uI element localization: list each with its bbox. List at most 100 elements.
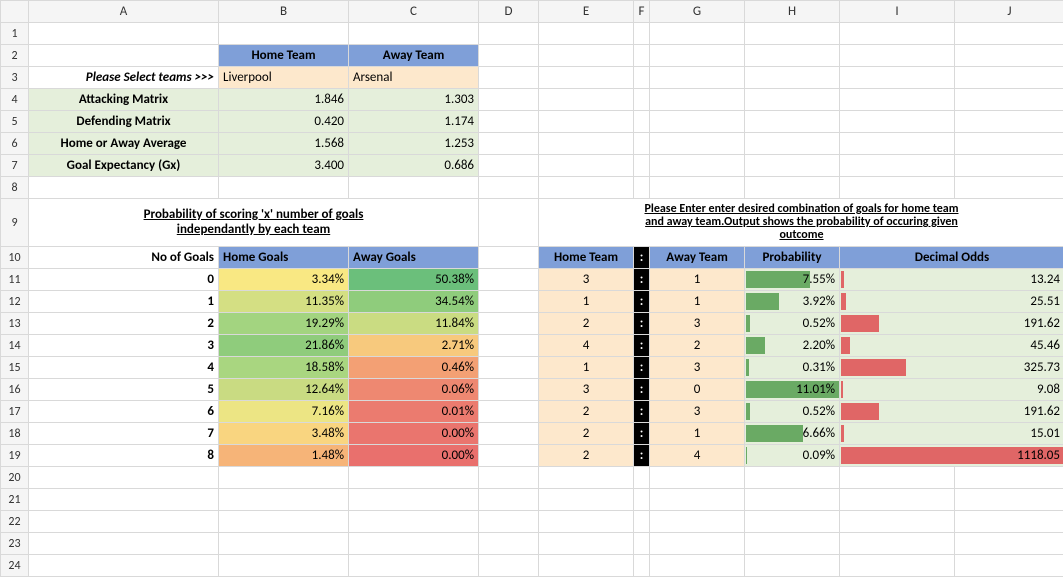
row-header-22[interactable]: 22 xyxy=(1,511,29,533)
cell-blank[interactable] xyxy=(745,511,840,533)
cell-blank[interactable] xyxy=(634,89,650,111)
row-header-18[interactable]: 18 xyxy=(1,423,29,445)
cell-blank[interactable] xyxy=(539,23,634,45)
cell-blank[interactable] xyxy=(479,177,539,199)
cell-blank[interactable] xyxy=(479,423,539,445)
cell-blank[interactable] xyxy=(650,555,745,577)
cell-blank[interactable] xyxy=(29,533,219,555)
cell-blank[interactable] xyxy=(479,489,539,511)
cell-blank[interactable] xyxy=(650,89,745,111)
cell-blank[interactable] xyxy=(479,133,539,155)
col-header-D[interactable]: D xyxy=(479,1,539,23)
cell-blank[interactable] xyxy=(349,533,479,555)
combo-home-goals[interactable]: 2 xyxy=(539,423,634,445)
col-header-E[interactable]: E xyxy=(539,1,634,23)
row-header-13[interactable]: 13 xyxy=(1,313,29,335)
cell-blank[interactable] xyxy=(539,45,634,67)
row-header-21[interactable]: 21 xyxy=(1,489,29,511)
cell-blank[interactable] xyxy=(840,489,955,511)
combo-home-goals[interactable]: 1 xyxy=(539,291,634,313)
row-header-9[interactable]: 9 xyxy=(1,199,29,247)
cell-blank[interactable] xyxy=(650,177,745,199)
row-header-6[interactable]: 6 xyxy=(1,133,29,155)
cell-blank[interactable] xyxy=(955,467,1063,489)
cell-blank[interactable] xyxy=(479,555,539,577)
col-header-B[interactable]: B xyxy=(219,1,349,23)
cell-blank[interactable] xyxy=(745,467,840,489)
cell-blank[interactable] xyxy=(955,23,1063,45)
col-header-J[interactable]: J xyxy=(955,1,1063,23)
combo-away-goals[interactable]: 1 xyxy=(650,423,745,445)
cell-blank[interactable] xyxy=(840,555,955,577)
cell-blank[interactable] xyxy=(840,511,955,533)
row-header-15[interactable]: 15 xyxy=(1,357,29,379)
cell-blank[interactable] xyxy=(955,511,1063,533)
home-team-select[interactable]: Liverpool xyxy=(219,67,349,89)
cell-blank[interactable] xyxy=(745,89,840,111)
row-header-17[interactable]: 17 xyxy=(1,401,29,423)
cell-blank[interactable] xyxy=(219,489,349,511)
cell-blank[interactable] xyxy=(479,467,539,489)
cell-blank[interactable] xyxy=(955,67,1063,89)
cell-blank[interactable] xyxy=(840,67,955,89)
cell-blank[interactable] xyxy=(955,45,1063,67)
row-header-14[interactable]: 14 xyxy=(1,335,29,357)
cell-blank[interactable] xyxy=(650,23,745,45)
combo-away-goals[interactable]: 4 xyxy=(650,445,745,467)
row-header-10[interactable]: 10 xyxy=(1,247,29,269)
cell-blank[interactable] xyxy=(840,177,955,199)
cell-blank[interactable] xyxy=(745,177,840,199)
cell-blank[interactable] xyxy=(479,511,539,533)
cell-blank[interactable] xyxy=(219,467,349,489)
cell-blank[interactable] xyxy=(634,67,650,89)
cell-blank[interactable] xyxy=(650,133,745,155)
col-header-A[interactable]: A xyxy=(29,1,219,23)
combo-away-goals[interactable]: 3 xyxy=(650,313,745,335)
cell-blank[interactable] xyxy=(479,313,539,335)
cell-blank[interactable] xyxy=(479,155,539,177)
cell-blank[interactable] xyxy=(349,467,479,489)
cell-blank[interactable] xyxy=(650,467,745,489)
row-header-8[interactable]: 8 xyxy=(1,177,29,199)
cell-blank[interactable] xyxy=(479,23,539,45)
cell-blank[interactable] xyxy=(539,89,634,111)
cell-blank[interactable] xyxy=(840,89,955,111)
cell-blank[interactable] xyxy=(479,533,539,555)
cell-blank[interactable] xyxy=(29,45,219,67)
cell-blank[interactable] xyxy=(955,155,1063,177)
cell-blank[interactable] xyxy=(479,357,539,379)
cell-blank[interactable] xyxy=(650,155,745,177)
cell-blank[interactable] xyxy=(650,489,745,511)
cell-blank[interactable] xyxy=(479,89,539,111)
cell-blank[interactable] xyxy=(479,67,539,89)
cell-blank[interactable] xyxy=(634,23,650,45)
cell-blank[interactable] xyxy=(349,23,479,45)
cell-blank[interactable] xyxy=(745,489,840,511)
cell-blank[interactable] xyxy=(650,45,745,67)
cell-blank[interactable] xyxy=(349,177,479,199)
cell-blank[interactable] xyxy=(539,511,634,533)
combo-home-goals[interactable]: 1 xyxy=(539,357,634,379)
combo-home-goals[interactable]: 2 xyxy=(539,313,634,335)
cell-blank[interactable] xyxy=(840,467,955,489)
row-header-7[interactable]: 7 xyxy=(1,155,29,177)
cell-blank[interactable] xyxy=(955,133,1063,155)
cell-blank[interactable] xyxy=(840,533,955,555)
cell-blank[interactable] xyxy=(219,511,349,533)
cell-blank[interactable] xyxy=(539,555,634,577)
cell-blank[interactable] xyxy=(745,155,840,177)
spreadsheet[interactable]: ABCDEFGHIJ123456789101112131415161718192… xyxy=(0,0,1063,577)
cell-blank[interactable] xyxy=(634,533,650,555)
cell-blank[interactable] xyxy=(745,45,840,67)
cell-blank[interactable] xyxy=(539,133,634,155)
cell-blank[interactable] xyxy=(219,555,349,577)
cell-blank[interactable] xyxy=(479,335,539,357)
combo-home-goals[interactable]: 4 xyxy=(539,335,634,357)
row-header-1[interactable]: 1 xyxy=(1,23,29,45)
cell-blank[interactable] xyxy=(539,467,634,489)
cell-blank[interactable] xyxy=(29,467,219,489)
col-header-C[interactable]: C xyxy=(349,1,479,23)
cell-blank[interactable] xyxy=(955,489,1063,511)
row-header-24[interactable]: 24 xyxy=(1,555,29,577)
cell-blank[interactable] xyxy=(745,555,840,577)
